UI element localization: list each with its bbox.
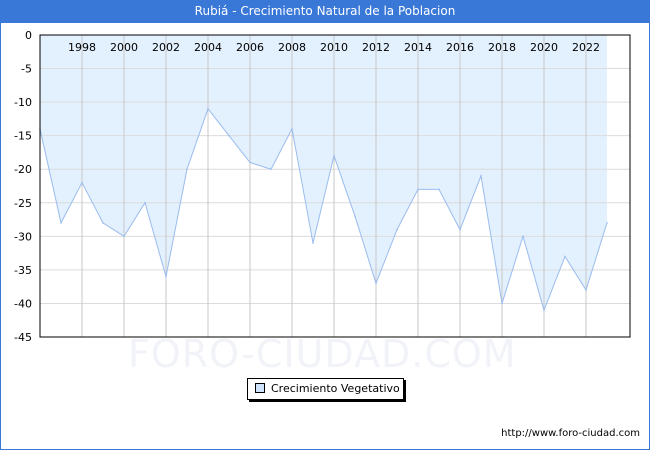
data-point bbox=[522, 235, 524, 238]
y-tick-label: -40 bbox=[14, 297, 32, 310]
series-line bbox=[39, 107, 608, 312]
x-tick-label: 1998 bbox=[68, 41, 96, 54]
data-point bbox=[396, 228, 398, 231]
x-tick-label: 2004 bbox=[194, 41, 222, 54]
watermark: FORO-CIUDAD.COM bbox=[128, 332, 517, 376]
data-point bbox=[270, 168, 272, 171]
data-point bbox=[333, 155, 335, 157]
x-tick-label: 2014 bbox=[404, 41, 432, 54]
data-point bbox=[312, 242, 314, 244]
plot-border bbox=[39, 34, 631, 338]
y-tick-label: -35 bbox=[14, 264, 32, 277]
data-point bbox=[501, 302, 503, 305]
data-point bbox=[165, 275, 167, 278]
y-tick-label: -25 bbox=[14, 197, 32, 210]
y-tick-label: -30 bbox=[14, 230, 32, 243]
data-point bbox=[417, 188, 419, 191]
x-tick-label: 2022 bbox=[572, 41, 600, 54]
x-tick-label: 2010 bbox=[320, 41, 348, 54]
x-tick-label: 2002 bbox=[152, 41, 180, 54]
y-tick-label: -45 bbox=[14, 331, 32, 344]
data-point bbox=[438, 188, 440, 191]
data-point bbox=[144, 201, 146, 204]
chart-title: Rubiá - Crecimiento Natural de la Poblac… bbox=[0, 0, 650, 23]
data-point bbox=[543, 309, 545, 311]
data-point bbox=[375, 282, 377, 285]
source-url[interactable]: http://www.foro-ciudad.com bbox=[501, 428, 640, 439]
y-tick-label: -5 bbox=[21, 63, 32, 76]
x-tick-label: 2020 bbox=[530, 41, 558, 54]
data-point bbox=[564, 255, 566, 258]
x-tick-label: 2012 bbox=[362, 41, 390, 54]
y-tick-label: -10 bbox=[14, 96, 32, 109]
x-tick-label: 2016 bbox=[446, 41, 474, 54]
legend-swatch bbox=[255, 383, 265, 393]
data-point bbox=[354, 215, 356, 217]
data-point bbox=[606, 222, 608, 224]
data-point bbox=[249, 161, 251, 164]
data-point bbox=[291, 128, 293, 130]
legend: Crecimiento Vegetativo bbox=[247, 378, 404, 400]
data-point bbox=[480, 175, 482, 177]
data-point bbox=[81, 181, 83, 184]
data-point bbox=[585, 289, 587, 291]
data-point bbox=[60, 222, 62, 224]
data-point bbox=[123, 235, 125, 238]
y-tick-label: 0 bbox=[25, 29, 32, 42]
x-tick-label: 2000 bbox=[110, 41, 138, 54]
data-point bbox=[186, 168, 188, 171]
data-point bbox=[207, 108, 209, 110]
data-point bbox=[459, 228, 461, 231]
legend-label: Crecimiento Vegetativo bbox=[271, 382, 400, 395]
y-tick-label: -20 bbox=[14, 163, 32, 176]
data-point bbox=[228, 134, 230, 137]
x-tick-label: 2018 bbox=[488, 41, 516, 54]
y-tick-label: -15 bbox=[14, 130, 32, 143]
x-tick-label: 2008 bbox=[278, 41, 306, 54]
x-tick-label: 2006 bbox=[236, 41, 264, 54]
area-fill bbox=[40, 35, 607, 311]
data-point bbox=[102, 222, 104, 224]
